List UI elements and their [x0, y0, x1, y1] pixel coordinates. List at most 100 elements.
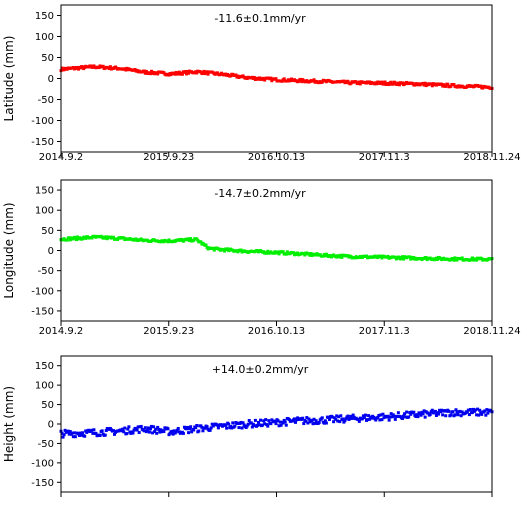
data-point: [375, 82, 379, 86]
data-point: [481, 86, 485, 90]
data-point: [428, 412, 432, 416]
data-point: [304, 419, 308, 423]
data-point: [158, 430, 162, 434]
data-point: [104, 235, 108, 239]
data-point: [92, 428, 96, 432]
y-tick-label: 150: [35, 11, 54, 22]
data-point: [387, 83, 391, 87]
data-point: [380, 80, 384, 84]
data-point: [205, 425, 209, 429]
data-point: [94, 431, 98, 435]
data-point: [264, 418, 268, 422]
data-point: [291, 251, 295, 255]
data-point: [435, 257, 439, 261]
y-axis-label: Height (mm): [2, 386, 16, 462]
data-point: [122, 430, 126, 434]
data-point: [323, 254, 327, 258]
data-point: [376, 256, 380, 260]
data-point: [176, 427, 180, 431]
panel-1: 150 100 50 0 -50 -100 -150 2014.9.2 2015.9.23 201…: [2, 4, 521, 163]
data-point: [322, 421, 326, 425]
data-point: [465, 410, 469, 414]
data-point: [180, 72, 184, 76]
data-point: [80, 433, 84, 437]
data-point: [247, 419, 251, 423]
data-point: [296, 416, 300, 420]
data-point: [349, 414, 353, 418]
y-tick-label: -50: [38, 439, 54, 450]
data-point: [70, 431, 74, 435]
data-point: [173, 72, 177, 76]
data-point: [186, 425, 190, 429]
data-point: [317, 420, 321, 424]
data-point: [167, 73, 171, 77]
data-point: [408, 255, 412, 259]
data-point: [255, 423, 259, 427]
velocity-annotation: +14.0±0.2mm/yr: [212, 363, 309, 376]
data-point: [189, 425, 193, 429]
data-point: [346, 254, 350, 258]
data-point: [201, 71, 205, 75]
data-point: [71, 435, 75, 439]
data-point: [171, 432, 175, 436]
data-point: [401, 81, 405, 85]
data-point: [337, 415, 341, 419]
y-tick-label: 50: [41, 400, 54, 411]
data-point: [250, 425, 254, 429]
data-point: [123, 426, 127, 430]
data-point: [66, 429, 70, 433]
data-point: [122, 236, 126, 240]
data-point: [172, 429, 176, 433]
data-point: [388, 415, 392, 419]
data-point: [308, 420, 312, 424]
x-tick-label: 2016.10.13: [248, 326, 305, 337]
data-point: [225, 426, 229, 430]
data-point: [120, 429, 124, 433]
data-point: [281, 250, 285, 254]
data-point: [81, 431, 85, 435]
data-point: [449, 84, 453, 88]
data-point: [443, 409, 447, 413]
data-point: [187, 237, 191, 241]
data-point: [61, 435, 65, 439]
data-point: [454, 408, 458, 412]
data-point: [152, 425, 156, 429]
data-point: [389, 412, 393, 416]
data-point: [177, 430, 181, 434]
data-point: [90, 236, 94, 240]
data-point: [356, 417, 360, 421]
data-point: [439, 410, 443, 414]
data-point: [380, 256, 384, 260]
data-point: [409, 257, 413, 261]
data-point: [297, 79, 301, 83]
data-point: [230, 426, 234, 430]
data-point: [422, 83, 426, 87]
data-point: [321, 254, 325, 258]
data-point: [253, 418, 257, 422]
data-point: [188, 427, 192, 431]
data-point: [397, 83, 401, 87]
data-point: [444, 84, 448, 88]
data-point: [311, 422, 315, 426]
data-point: [266, 249, 270, 253]
data-point: [344, 417, 348, 421]
data-point: [177, 70, 181, 74]
data-point: [274, 422, 278, 426]
x-tick-label: 2014.9.2: [39, 152, 84, 163]
data-point: [475, 413, 479, 417]
data-points: [59, 234, 494, 262]
data-point: [361, 414, 365, 418]
data-point: [245, 424, 249, 428]
panel-2: 150 100 50 0 -50 -100 -150 2014.9.2 2015.9.23 201…: [2, 179, 521, 337]
x-tick-label: 2018.11.24: [463, 152, 520, 163]
y-tick-label: -100: [31, 116, 54, 127]
data-point: [194, 426, 198, 430]
data-point: [270, 79, 274, 83]
data-point: [405, 410, 409, 414]
data-point: [157, 427, 161, 431]
data-point: [434, 413, 438, 417]
data-point: [475, 258, 479, 262]
data-point: [263, 78, 267, 82]
data-point: [327, 417, 331, 421]
data-point: [392, 414, 396, 418]
